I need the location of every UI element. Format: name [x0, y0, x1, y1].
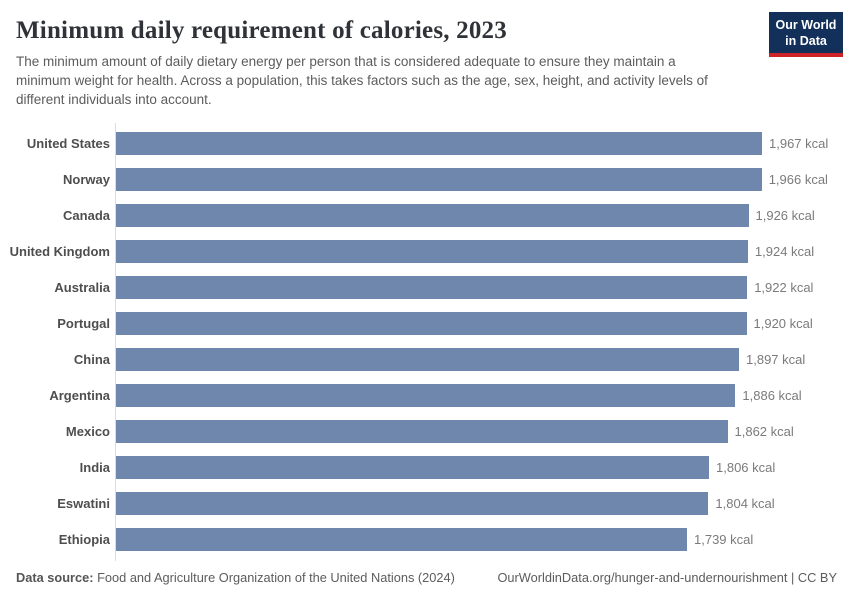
country-label: Canada	[63, 207, 110, 223]
country-label: India	[79, 459, 110, 475]
chart-subtitle: The minimum amount of daily dietary ener…	[16, 54, 708, 107]
bar-row: Eswatini 1,804 kcal	[0, 485, 850, 521]
bar-row: Argentina 1,886 kcal	[0, 377, 850, 413]
license-badge: | CC BY	[791, 570, 837, 586]
bar[interactable]	[115, 383, 736, 407]
data-source-label: Data source:	[16, 570, 94, 586]
bar[interactable]	[115, 203, 749, 227]
country-label: Argentina	[49, 387, 110, 403]
bar-row: India 1,806 kcal	[0, 449, 850, 485]
bar[interactable]	[115, 275, 748, 299]
country-label: Mexico	[65, 423, 110, 439]
value-label: 1,967 kcal	[769, 135, 829, 151]
attribution: OurWorldinData.org/hunger-and-undernouri…	[497, 570, 837, 587]
bar[interactable]	[115, 419, 728, 443]
chart-footer: Data source: Food and Agriculture Organi…	[16, 570, 837, 587]
value-label: 1,922 kcal	[754, 279, 814, 295]
value-label: 1,920 kcal	[753, 315, 813, 331]
bar-rows-container: United States 1,967 kcal Norway 1,966 kc…	[0, 125, 850, 557]
bar[interactable]	[115, 239, 748, 263]
data-source: Data source: Food and Agriculture Organi…	[16, 570, 455, 587]
bar-row: Canada 1,926 kcal	[0, 197, 850, 233]
bar-row: Norway 1,966 kcal	[0, 161, 850, 197]
page-title: Minimum daily requirement of calories, 2…	[16, 17, 507, 44]
owid-logo-line2: in Data	[785, 34, 827, 48]
bar[interactable]	[115, 455, 709, 479]
bar[interactable]	[115, 311, 747, 335]
bar[interactable]	[115, 131, 762, 155]
country-label: Norway	[63, 171, 110, 187]
value-label: 1,926 kcal	[755, 207, 815, 223]
value-label: 1,886 kcal	[742, 387, 802, 403]
owid-logo[interactable]: Our World in Data	[769, 12, 843, 57]
country-label: Australia	[54, 279, 110, 295]
value-label: 1,804 kcal	[715, 495, 775, 511]
chart-header: Minimum daily requirement of calories, 2…	[0, 0, 850, 109]
bar[interactable]	[115, 491, 709, 515]
bar[interactable]	[115, 167, 762, 191]
value-label: 1,924 kcal	[754, 243, 815, 259]
bar-row: Australia 1,922 kcal	[0, 269, 850, 305]
owid-url-link[interactable]: OurWorldinData.org/hunger-and-undernouri…	[497, 570, 788, 586]
bar-row: Mexico 1,862 kcal	[0, 413, 850, 449]
value-label: 1,739 kcal	[694, 531, 754, 547]
bar-chart: United States 1,967 kcal Norway 1,966 kc…	[0, 123, 850, 562]
bar-row: Portugal 1,920 kcal	[0, 305, 850, 341]
country-label: Ethiopia	[58, 531, 110, 547]
country-label: Eswatini	[57, 495, 110, 511]
value-label: 1,966 kcal	[768, 171, 828, 187]
data-source-text: Food and Agriculture Organization of the…	[97, 570, 455, 586]
bar[interactable]	[115, 527, 687, 551]
country-label: Portugal	[57, 315, 110, 331]
bar[interactable]	[115, 347, 739, 371]
country-label: United States	[26, 135, 110, 151]
bar-row: Ethiopia 1,739 kcal	[0, 521, 850, 557]
bar-row: China 1,897 kcal	[0, 341, 850, 377]
y-axis-line	[115, 123, 116, 562]
country-label: United Kingdom	[9, 243, 110, 259]
country-label: China	[73, 351, 110, 367]
value-label: 1,862 kcal	[734, 423, 794, 439]
owid-logo-line1: Our World	[775, 18, 837, 32]
value-label: 1,897 kcal	[746, 351, 806, 367]
bar-row: United States 1,967 kcal	[0, 125, 850, 161]
bar-row: United Kingdom 1,924 kcal	[0, 233, 850, 269]
value-label: 1,806 kcal	[716, 459, 776, 475]
